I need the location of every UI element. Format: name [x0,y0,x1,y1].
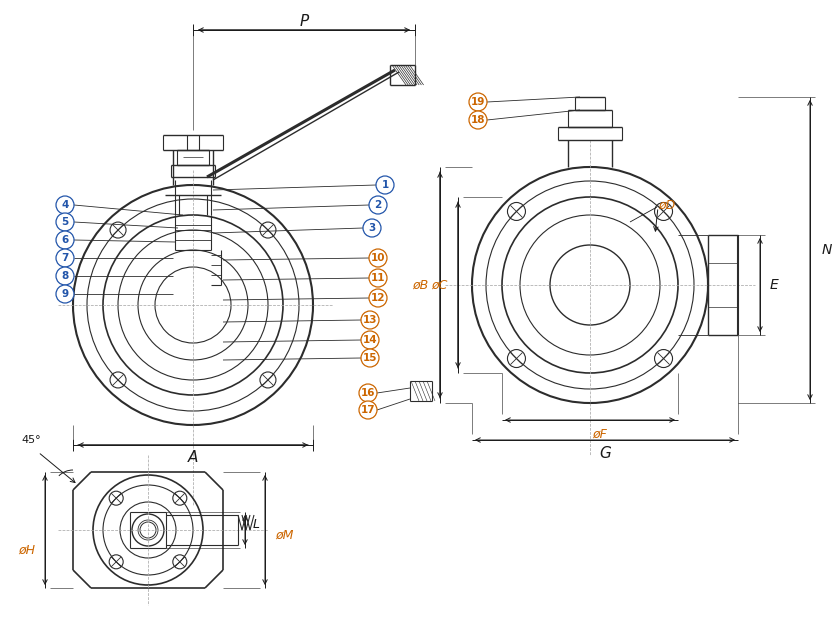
Circle shape [56,231,74,249]
Text: 4: 4 [62,200,68,210]
Text: 16: 16 [361,388,375,398]
Text: 15: 15 [363,353,377,363]
Text: N: N [822,243,832,257]
Text: 45°: 45° [21,435,41,445]
Circle shape [359,384,377,402]
Text: øC: øC [432,278,448,292]
Circle shape [361,311,379,329]
Circle shape [469,111,487,129]
Text: øH: øH [18,544,35,556]
Circle shape [56,249,74,267]
Text: L: L [253,518,260,532]
Text: 19: 19 [471,97,485,107]
Circle shape [56,213,74,231]
Text: 2: 2 [374,200,382,210]
Circle shape [361,349,379,367]
Text: A: A [188,449,198,464]
Text: 7: 7 [62,253,68,263]
Text: 14: 14 [363,335,377,345]
Text: 8: 8 [62,271,68,281]
Text: 6: 6 [62,235,68,245]
Text: 18: 18 [470,115,485,125]
Text: 10: 10 [371,253,385,263]
Circle shape [361,331,379,349]
Text: 9: 9 [62,289,68,299]
Text: 11: 11 [371,273,385,283]
Text: 13: 13 [363,315,377,325]
Text: øB: øB [412,278,428,292]
Circle shape [369,249,387,267]
Text: 5: 5 [62,217,68,227]
Text: 17: 17 [360,405,375,415]
Text: 12: 12 [371,293,385,303]
Text: G: G [599,447,611,462]
Circle shape [469,93,487,111]
Circle shape [369,289,387,307]
Circle shape [376,176,394,194]
Circle shape [56,196,74,214]
Circle shape [359,401,377,419]
Text: øM: øM [275,529,294,542]
Text: P: P [299,14,309,30]
Circle shape [363,219,381,237]
Circle shape [369,269,387,287]
Text: øD: øD [658,198,676,212]
Text: 3: 3 [369,223,375,233]
Circle shape [369,196,387,214]
Text: 1: 1 [381,180,389,190]
Text: E: E [770,278,779,292]
Circle shape [56,267,74,285]
Text: øF: øF [593,428,607,440]
Circle shape [56,285,74,303]
